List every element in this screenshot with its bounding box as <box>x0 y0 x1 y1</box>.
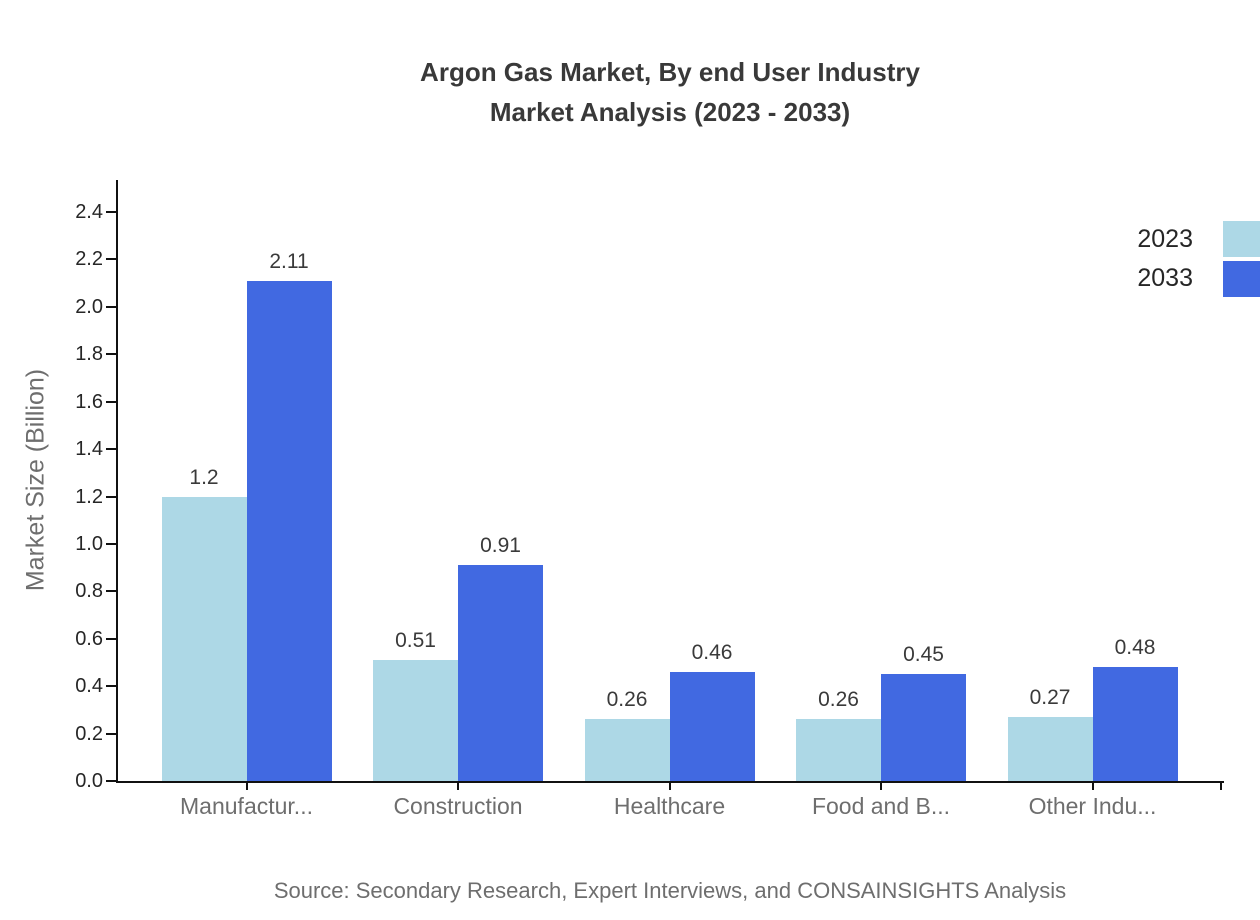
y-tick-label: 1.0 <box>75 532 103 555</box>
legend-item-2033[interactable]: 2033 <box>1100 260 1260 297</box>
y-tick-mark <box>106 590 116 593</box>
y-tick-mark <box>106 211 116 213</box>
y-tick-label: 1.8 <box>75 343 103 366</box>
y-tick-label: 0.2 <box>75 722 103 745</box>
bar-2033-Food and B... <box>881 674 966 781</box>
x-tick-mark <box>457 781 459 790</box>
y-tick-label: 2.0 <box>75 295 103 318</box>
x-tick-mark <box>245 781 248 790</box>
x-tick-mark-end <box>1220 781 1222 790</box>
y-tick-label: 0.4 <box>75 675 103 698</box>
x-tick-mark <box>1091 781 1094 790</box>
bar-2033-Construction <box>458 565 543 781</box>
category-label-3: Healthcare <box>613 793 726 819</box>
bar-2023-Manufactur... <box>161 496 247 781</box>
y-tick-mark <box>106 353 116 356</box>
category-label-1: Manufactur... <box>180 793 313 819</box>
y-tick-mark <box>106 780 116 782</box>
chart-title-line1: Argon Gas Market, By end User Industry <box>420 57 920 87</box>
bar-2033-Other Indu... <box>1092 667 1178 781</box>
bar-2033-Manufactur... <box>246 280 332 781</box>
y-tick-label: 1.2 <box>75 485 103 508</box>
y-tick-mark <box>106 685 116 688</box>
y-tick-label: 2.4 <box>75 201 103 223</box>
y-tick-label: 0.6 <box>75 627 103 650</box>
x-tick-mark <box>880 781 882 790</box>
bar-2023-Other Indu... <box>1007 716 1093 781</box>
bar-value-label: 0.45 <box>903 643 944 667</box>
bar-2023-Construction <box>373 660 458 781</box>
category-label-2: Construction <box>393 793 523 819</box>
y-tick-label: 2.2 <box>75 248 103 271</box>
bar-value-label: 2.11 <box>269 249 309 273</box>
y-tick-label: 1.6 <box>75 390 103 413</box>
y-axis-line <box>116 180 118 783</box>
bar-value-label: 0.26 <box>818 688 859 712</box>
chart-title-line2: Market Analysis (2023 - 2033) <box>489 97 851 127</box>
bar-value-label: 1.2 <box>189 465 219 489</box>
bar-2023-Healthcare <box>584 719 670 781</box>
bar-value-label: 0.48 <box>1114 636 1156 660</box>
y-tick-label: 0.8 <box>75 580 103 603</box>
legend-swatch-2033 <box>1223 260 1260 297</box>
bar-value-label: 0.46 <box>691 640 733 664</box>
y-tick-mark <box>106 495 116 498</box>
bar-value-label: 0.26 <box>606 688 648 712</box>
bar-2033-Healthcare <box>669 671 755 781</box>
legend-label-2033: 2033 <box>1137 264 1193 292</box>
y-tick-mark <box>106 258 116 261</box>
legend-item-2023[interactable]: 2023 <box>1100 221 1260 257</box>
source-note: Source: Secondary Research, Expert Inter… <box>273 878 1067 903</box>
category-label-5: Other Indu... <box>1028 793 1157 819</box>
bar-value-label: 0.27 <box>1029 685 1071 709</box>
legend-swatch-2023 <box>1223 221 1260 257</box>
bar-value-label: 0.51 <box>395 629 436 653</box>
y-tick-mark <box>106 400 116 403</box>
chart-title: Argon Gas Market, By end User Industry M… <box>118 52 1222 132</box>
y-tick-label: 1.4 <box>75 438 103 461</box>
y-tick-mark <box>106 732 116 735</box>
category-label-4: Food and B... <box>811 793 951 819</box>
y-tick-mark <box>106 448 116 451</box>
bar-2023-Food and B... <box>796 719 881 781</box>
y-tick-mark <box>106 542 116 545</box>
y-tick-mark <box>106 305 116 308</box>
x-tick-mark <box>668 781 671 790</box>
legend-label-2023: 2023 <box>1137 224 1193 253</box>
y-tick-mark <box>106 637 116 640</box>
y-tick-label: 0.0 <box>75 770 103 792</box>
bar-value-label: 0.91 <box>480 534 521 558</box>
